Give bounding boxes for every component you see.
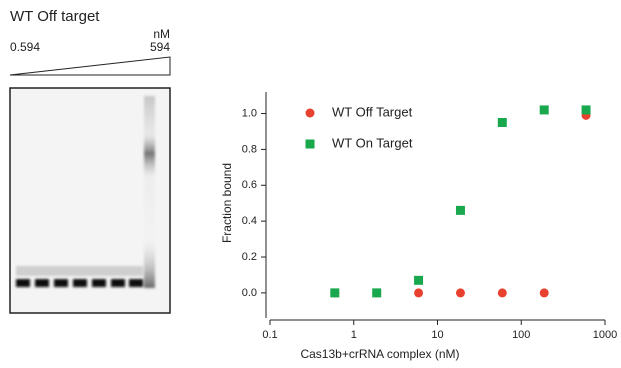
gel-smear [144,96,155,288]
gel-band [16,279,30,287]
point [372,288,381,297]
point [498,288,507,297]
point [414,288,423,297]
legend-marker [306,140,315,149]
gel-unit: nM [153,27,170,41]
x-tick-label: 0.1 [262,329,277,341]
point [456,288,465,297]
point [540,105,549,114]
y-tick-label: 0.6 [242,179,257,191]
page: WT Off target nM 0.594 594 Cas13b+crRNA … [0,0,621,368]
legend-label: WT Off Target [332,104,413,119]
gel-haze [16,266,143,276]
x-tick-label: 100 [512,329,530,341]
legend-marker [306,109,315,118]
legend-label: WT On Target [332,135,413,150]
point [540,288,549,297]
figure: WT Off target nM 0.594 594 Cas13b+crRNA … [0,0,621,368]
gel [10,88,170,313]
y-tick-label: 1.0 [242,107,257,119]
y-axis-label: Fraction bound [220,163,234,243]
point [456,206,465,215]
gel-low: 0.594 [10,40,40,54]
point [498,118,507,127]
chart: Cas13b+crRNA complex (nM) Fraction bound… [220,92,617,361]
y-tick-label: 0.0 [242,287,257,299]
concentration-wedge [10,57,170,75]
gel-high: 594 [150,40,170,54]
point [330,288,339,297]
point [414,276,423,285]
gel-band [92,279,106,287]
gel-band [111,279,125,287]
point [582,105,591,114]
x-tick-label: 1000 [593,329,617,341]
gel-band [73,279,87,287]
gel-title: WT Off target [10,8,100,25]
gel-band [54,279,68,287]
gel-band [35,279,49,287]
y-tick-label: 0.2 [242,251,257,263]
y-tick-label: 0.8 [242,143,257,155]
x-tick-label: 10 [431,329,443,341]
x-tick-label: 1 [351,329,357,341]
x-axis-label: Cas13b+crRNA complex (nM) [300,347,459,361]
y-tick-label: 0.4 [242,215,257,227]
gel-band [129,279,143,287]
